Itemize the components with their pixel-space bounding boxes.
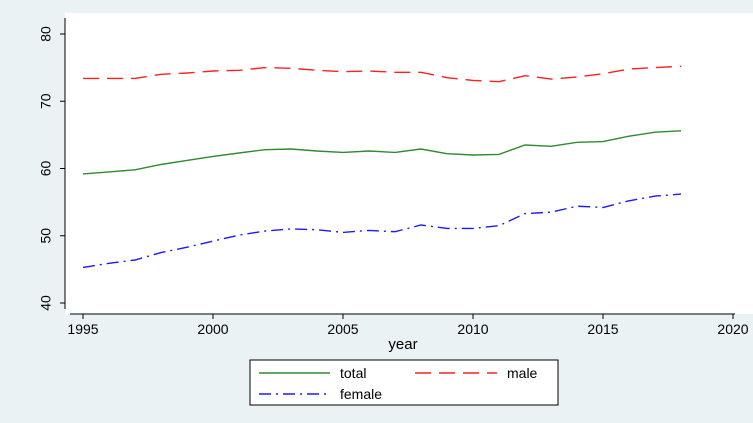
x-axis-ticks: 1995 2000 2005 2010 2015 2020 [67, 314, 749, 337]
legend-label-male: male [507, 365, 538, 381]
y-tick-label: 50 [38, 228, 54, 244]
x-tick-label: 2000 [197, 321, 228, 337]
x-axis-title: year [388, 336, 417, 353]
series-line-male [83, 65, 682, 83]
x-tick-label: 1995 [67, 321, 98, 337]
y-tick-label: 80 [38, 26, 54, 42]
series-line-total [82, 130, 682, 175]
legend-box [249, 359, 559, 406]
y-tick-label: 60 [38, 161, 54, 177]
legend-label-female: female [340, 386, 382, 402]
plot-area [65, 13, 753, 314]
x-tick-label: 2010 [457, 321, 488, 337]
series-line-female [82, 193, 682, 269]
y-tick-label: 70 [38, 93, 54, 109]
legend: total male female [249, 359, 559, 406]
x-tick-label: 2020 [717, 321, 748, 337]
legend-label-total: total [340, 365, 366, 381]
y-axis-ticks: 40 50 60 70 80 [38, 26, 65, 311]
series-lines [82, 65, 682, 269]
x-tick-label: 2005 [327, 321, 358, 337]
x-tick-label: 2015 [587, 321, 618, 337]
y-tick-label: 40 [38, 295, 54, 311]
